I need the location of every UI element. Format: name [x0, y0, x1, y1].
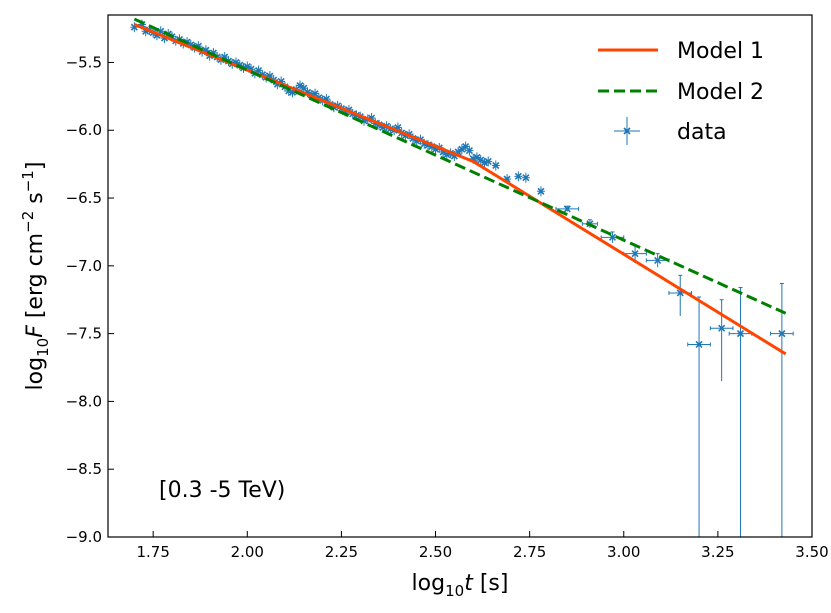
y-axis-label-suffix: ] — [23, 162, 48, 171]
energy-range-annotation: [0.3 -5 TeV) — [159, 478, 285, 503]
data-point — [522, 174, 530, 182]
x-axis-label: log10t [s] — [412, 571, 509, 600]
x-axis-label-suffix: [s] — [473, 571, 509, 596]
model2-line — [133, 17, 787, 315]
model1-line — [133, 23, 787, 356]
data-point — [537, 187, 545, 195]
y-tick-label: −8.0 — [66, 392, 102, 410]
y-axis-label-sub: 10 — [34, 338, 52, 357]
data-point — [465, 147, 473, 155]
y-axis-label-mid2: s — [23, 192, 48, 210]
data-point — [514, 172, 522, 180]
y-axis-label-mid: [erg cm — [23, 233, 48, 325]
y-axis-label-prefix: log — [23, 357, 48, 391]
x-axis-label-sub: 10 — [445, 582, 464, 600]
y-tick-label: −7.0 — [66, 257, 102, 275]
plot-area — [130, 17, 794, 537]
x-tick-label: 2.00 — [231, 543, 264, 561]
data-point — [654, 256, 662, 264]
y-tick-label: −6.0 — [66, 121, 102, 139]
y-axis-label: log10F [erg cm−2 s−1] — [19, 162, 52, 391]
y-tick-label: −8.5 — [66, 460, 102, 478]
data-point — [778, 330, 786, 338]
legend-label-data: data — [677, 120, 727, 145]
y-tick-label: −7.5 — [66, 325, 102, 343]
x-tick-label: 2.75 — [513, 543, 546, 561]
legend: Model 1 Model 2 data — [598, 39, 764, 145]
y-tick-label: −5.5 — [66, 53, 102, 71]
axes-frame — [107, 14, 813, 538]
data-point — [718, 324, 726, 332]
x-tick-label: 1.75 — [136, 543, 169, 561]
x-axis-label-var: t — [464, 571, 474, 596]
legend-label-model2: Model 2 — [677, 80, 764, 105]
data-point — [736, 330, 745, 338]
x-tick-label: 2.50 — [419, 543, 452, 561]
y-axis-label-sup1: −2 — [19, 211, 37, 233]
legend-label-model1: Model 1 — [677, 39, 764, 64]
legend-marker-data — [614, 117, 640, 145]
legend-data-point — [623, 127, 631, 135]
x-tick-label: 3.00 — [607, 543, 640, 561]
data-point — [631, 250, 639, 258]
data-point — [484, 157, 492, 165]
y-axis: −5.5 −6.0 −6.5 −7.0 −7.5 −8.0 −8.5 −9.0 — [66, 53, 114, 546]
y-tick-label: −6.5 — [66, 189, 102, 207]
data-point — [563, 205, 571, 213]
x-tick-label: 2.25 — [325, 543, 358, 561]
y-axis-label-var: F — [23, 325, 48, 338]
data-point — [695, 340, 703, 349]
x-axis-label-prefix: log — [412, 571, 446, 596]
y-tick-label: −9.0 — [66, 528, 102, 546]
x-tick-label: 3.25 — [701, 543, 734, 561]
x-tick-label: 3.50 — [795, 543, 828, 561]
y-axis-label-sup2: −1 — [19, 170, 37, 192]
x-axis: 1.75 2.00 2.25 2.50 2.75 3.00 3.25 3.50 — [136, 531, 829, 561]
data-point — [492, 161, 500, 170]
